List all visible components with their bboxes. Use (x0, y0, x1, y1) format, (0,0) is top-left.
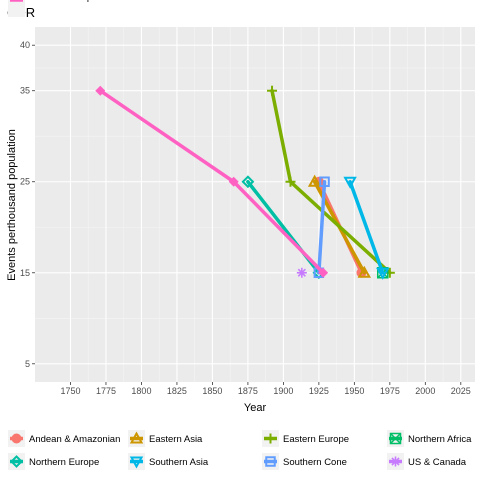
y-tick-label: 40 (20, 40, 30, 50)
legend-marker (129, 431, 144, 444)
data-point-southern-asia (376, 267, 390, 280)
legend-key (8, 0, 25, 17)
x-tick-label: 1900 (273, 386, 293, 396)
data-point-eastern-europe (285, 176, 296, 187)
legend-item-western-europe: Western Europe (8, 0, 97, 17)
legend-label: Western Europe (29, 0, 97, 3)
x-tick-label: 1825 (167, 386, 187, 396)
legend-marker (265, 433, 276, 444)
series-line-southern-cone (317, 179, 327, 275)
series-eastern-europe (267, 85, 395, 278)
data-point-western-europe (318, 267, 329, 278)
x-tick-label: 2025 (451, 386, 471, 396)
legend-marker (389, 432, 402, 445)
series-southern-asia (343, 176, 390, 280)
data-point-northern-europe (241, 175, 255, 189)
data-point-southern-cone (319, 176, 330, 187)
x-tick-label: 1850 (202, 386, 222, 396)
x-tick-label: 1925 (309, 386, 329, 396)
legend-label: Andean & Amazonian (29, 434, 120, 445)
legend-label: US & Canada (408, 457, 467, 468)
x-tick-label: 1775 (96, 386, 116, 396)
x-tick-label: 1875 (238, 386, 258, 396)
data-point-eastern-europe (267, 85, 278, 96)
y-axis-title: Events perthousand population (6, 129, 18, 281)
legend-label: Northern Europe (29, 457, 99, 468)
series-layer (95, 85, 395, 280)
legend-label: Eastern Europe (283, 434, 349, 445)
x-tick-label: 2000 (415, 386, 435, 396)
series-line-southern-asia (348, 179, 385, 275)
data-point-southern-asia (343, 176, 357, 189)
legend-label: Eastern Asia (149, 434, 203, 445)
legend-marker (265, 456, 276, 467)
y-tick-label: 5 (25, 359, 30, 369)
x-axis-title: Year (244, 402, 267, 414)
y-tick-label: 25 (20, 177, 30, 187)
legend-item-southern-cone: Southern Cone (262, 453, 347, 470)
legend-item-eastern-asia: Eastern Asia (128, 430, 203, 447)
x-axis-ticks: 1750 1775 1800 1825 1850 1875 1900 1925 1950 1975… (60, 382, 471, 396)
data-point-us-canada (296, 267, 307, 278)
data-point-eastern-asia (307, 174, 322, 187)
series-western-europe (95, 85, 329, 278)
legend: Andean & Amazonian Eastern Asia Eastern Eu… (8, 0, 472, 470)
legend-marker (129, 456, 144, 469)
legend-label: Southern Cone (283, 457, 347, 468)
grid-major (35, 27, 475, 382)
legend-marker (11, 433, 22, 444)
x-tick-label: 1950 (344, 386, 364, 396)
legend-marker (10, 455, 23, 468)
legend-item-northern-africa: Northern Africa (387, 430, 472, 447)
legend-item-us-canada: US & Canada (387, 453, 467, 470)
legend-item-northern-europe: Northern Europe (8, 453, 99, 470)
data-point-eastern-asia (357, 265, 371, 278)
data-point-western-europe (228, 176, 239, 187)
legend-item-southern-asia: Southern Asia (128, 453, 209, 470)
legend-label: Southern Asia (149, 457, 209, 468)
data-point-western-europe (95, 85, 106, 96)
y-tick-label: 15 (20, 268, 30, 278)
x-tick-label: 1975 (380, 386, 400, 396)
legend-item-andean-amazonian: Andean & Amazonian (8, 430, 120, 447)
legend-label: Northern Africa (408, 434, 472, 445)
y-axis-ticks: 5 15 25 35 40 (20, 40, 35, 369)
legend-item-eastern-europe: Eastern Europe (262, 430, 349, 447)
x-tick-label: 1800 (131, 386, 151, 396)
x-tick-label: 1750 (60, 386, 80, 396)
y-tick-label: 35 (20, 86, 30, 96)
legend-marker (390, 456, 401, 467)
series-us-canada (296, 267, 307, 278)
